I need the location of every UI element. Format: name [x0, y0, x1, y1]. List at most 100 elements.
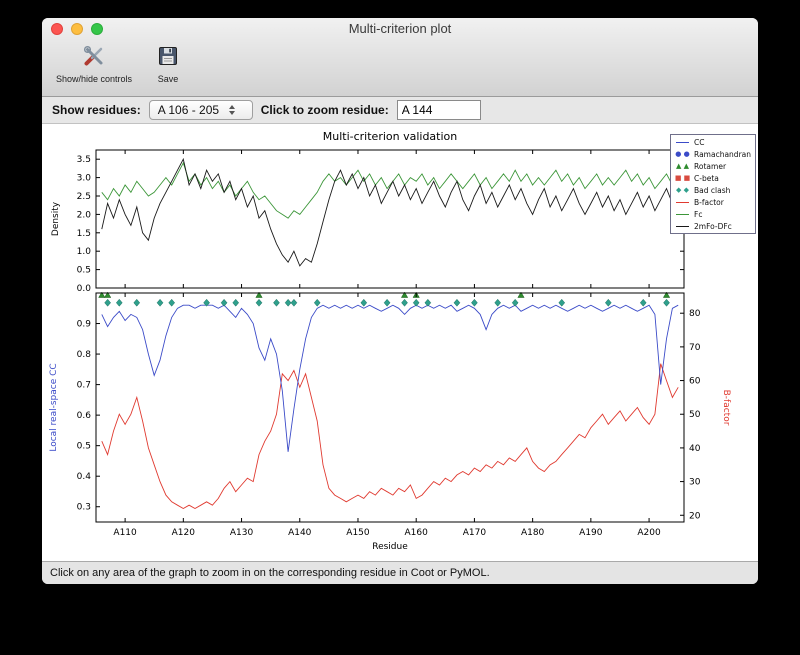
bottom-panel-frame — [95, 292, 685, 523]
legend-label: Rotamer — [694, 161, 727, 171]
ytick-label: 30 — [689, 478, 701, 488]
minimize-button[interactable] — [71, 23, 83, 35]
xtick-label: A150 — [346, 528, 370, 538]
bottom-panel-bg — [96, 293, 684, 522]
legend-label: Fc — [694, 209, 703, 219]
ytick-label: 60 — [689, 377, 701, 387]
ytick-label: 0.6 — [77, 411, 92, 421]
legend-item-Ramachandran: ● ● Ramachandran — [675, 149, 751, 159]
ytick-label: 0.9 — [77, 320, 92, 330]
legend-line-icon — [675, 225, 690, 227]
bad-clash-marker — [360, 298, 368, 307]
bad-clash-marker — [424, 298, 432, 307]
bad-clash-marker — [133, 298, 141, 307]
legend-circle-icon: ● ● — [675, 150, 690, 158]
series-CC — [101, 304, 679, 452]
legend-item-2mFo-DFc: 2mFo-DFc — [675, 221, 751, 231]
bad-clash-marker — [203, 298, 210, 307]
ytick-label: 1.0 — [77, 247, 92, 257]
xtick-label: A170 — [463, 528, 487, 538]
status-text: Click on any area of the graph to zoom i… — [50, 567, 490, 579]
xtick-label: A190 — [579, 528, 603, 538]
bad-clash-marker — [156, 298, 164, 307]
bad-clash-marker — [220, 298, 228, 307]
residue-range-value: A 106 - 205 — [157, 103, 220, 117]
zoom-residue-input[interactable] — [396, 100, 481, 120]
traffic-lights — [51, 23, 103, 35]
bad-clash-marker — [558, 298, 566, 307]
save-icon — [156, 44, 180, 73]
xtick-label: A140 — [288, 528, 312, 538]
rotamer-marker — [98, 291, 106, 298]
rotamer-marker — [662, 291, 671, 298]
ylabel-local-cc: Local real-space CC — [49, 363, 59, 451]
bad-clash-marker — [663, 298, 670, 307]
ytick-label: 3.0 — [77, 174, 92, 184]
bad-clash-marker — [511, 298, 519, 307]
rotamer-marker — [255, 291, 263, 298]
bad-clash-marker — [255, 298, 263, 307]
bad-clash-marker — [232, 298, 240, 307]
legend-item-Rotamer: ▲ ▲ Rotamer — [675, 161, 751, 171]
ytick-label: 0.0 — [77, 284, 92, 294]
ytick-label: 0.3 — [77, 503, 91, 513]
ytick-label: 50 — [689, 410, 701, 420]
chart-title: Multi-criterion validation — [323, 130, 458, 143]
xtick-label: A120 — [172, 528, 196, 538]
legend-item-Fc: Fc — [675, 209, 751, 219]
plot-canvas[interactable]: Multi-criterion validation 0.0 0.5 1.0 1.5 2.… — [42, 124, 758, 561]
show-residues-label: Show residues: — [52, 103, 141, 117]
legend-label: 2mFo-DFc — [694, 221, 732, 231]
ytick-label: 40 — [689, 444, 701, 454]
ytick-label: 1.5 — [77, 229, 91, 239]
bad-clash-marker — [412, 298, 420, 307]
show-hide-controls-button[interactable]: Show/hide controls — [52, 43, 136, 85]
ytick-label: 20 — [689, 511, 701, 521]
save-button[interactable]: Save — [152, 43, 184, 85]
bad-clash-marker — [383, 298, 391, 307]
ytick-label: 70 — [689, 343, 701, 353]
legend-triangle-icon: ▲ ▲ — [676, 162, 690, 170]
legend-item-CC: CC — [675, 137, 751, 147]
ylabel-bfactor: B-factor — [721, 390, 731, 426]
close-button[interactable] — [51, 23, 63, 35]
bad-clash-marker — [604, 298, 612, 307]
legend-label: CC — [694, 137, 705, 147]
save-label: Save — [157, 74, 179, 84]
xtick-label: A180 — [521, 528, 545, 538]
residue-range-select[interactable]: A 106 - 205 — [148, 100, 253, 120]
window-title: Multi-criterion plot — [348, 21, 452, 36]
ytick-label: 0.8 — [77, 350, 92, 360]
bad-clash-marker — [471, 298, 478, 307]
xtick-label: A130 — [230, 528, 254, 538]
bad-clash-marker — [273, 298, 280, 307]
legend-line-icon — [675, 141, 690, 143]
series-2mFo-DFc — [101, 157, 679, 267]
bad-clash-marker — [313, 298, 321, 307]
legend-item-Bad clash: ◆ ◆ Bad clash — [675, 185, 751, 195]
legend-label: C-beta — [694, 173, 719, 183]
xtick-label: A200 — [637, 528, 661, 538]
ytick-label: 0.5 — [77, 442, 91, 452]
show-hide-controls-label: Show/hide controls — [56, 74, 133, 84]
legend-label: Bad clash — [694, 185, 731, 195]
tools-icon — [82, 44, 106, 73]
multi-criterion-chart[interactable]: Multi-criterion validation 0.0 0.5 1.0 1.5 2.… — [42, 124, 758, 560]
legend-item-C-beta: ■ ■ C-beta — [675, 173, 751, 183]
legend-square-icon: ■ ■ — [674, 174, 691, 182]
bad-clash-marker — [115, 298, 123, 307]
legend-label: Ramachandran — [694, 149, 751, 159]
series-Fc — [101, 161, 679, 219]
ylabel-density: Density — [51, 201, 61, 236]
legend-line-icon — [675, 201, 690, 203]
ytick-label: 0.4 — [77, 472, 92, 482]
maximize-button[interactable] — [91, 23, 103, 35]
title-bar[interactable]: Multi-criterion plot — [42, 18, 758, 40]
window-chrome: Multi-criterion plot Show/hide controls — [42, 18, 758, 97]
rotamer-marker — [400, 291, 409, 298]
legend-label: B-factor — [694, 197, 724, 207]
top-panel-bg — [96, 150, 684, 288]
bad-clash-marker — [494, 298, 502, 307]
bad-clash-marker — [401, 298, 408, 307]
